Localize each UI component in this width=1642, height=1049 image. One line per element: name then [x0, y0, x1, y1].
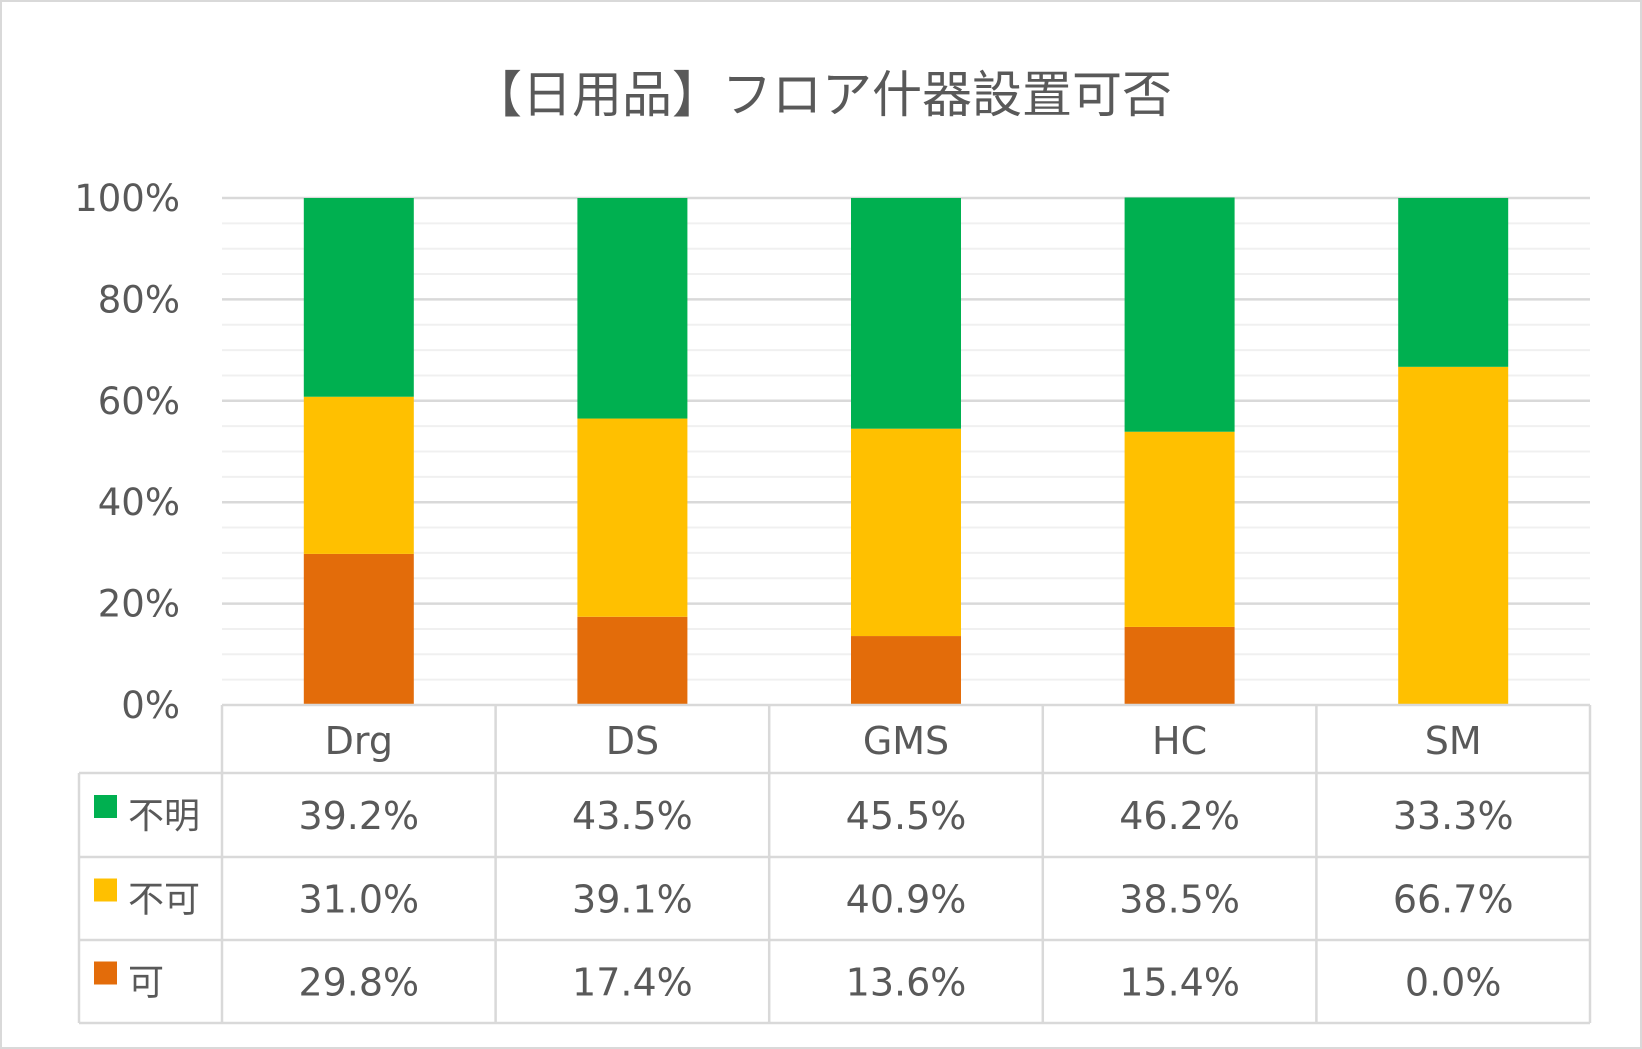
data-label: 31.0% [298, 878, 419, 922]
bar-segment-DS-不明 [577, 198, 688, 419]
bar-segment-DS-可 [577, 616, 688, 705]
legend-label: 不可 [128, 880, 200, 921]
data-label: 66.7% [1393, 878, 1514, 922]
x-category-label: Drg [325, 719, 393, 763]
y-axis-ticks: 0% 20% 40% 60% 80% 100% [74, 177, 180, 727]
data-label: 38.5% [1119, 878, 1240, 922]
bar-segment-SM-不可 [1398, 366, 1509, 705]
bars [303, 197, 1509, 705]
bar-segment-GMS-可 [851, 636, 961, 705]
bar-segment-GMS-不明 [851, 198, 961, 429]
bar-segment-Drg-不可 [303, 396, 414, 554]
x-category-label: HC [1152, 719, 1207, 763]
x-category-label: DS [606, 719, 659, 763]
legend-swatch-不明 [94, 795, 117, 818]
data-label: 17.4% [572, 961, 693, 1005]
data-label: 13.6% [846, 961, 967, 1005]
y-tick-label: 100% [74, 177, 180, 220]
data-label: 29.8% [298, 961, 419, 1005]
data-label: 40.9% [846, 878, 967, 922]
legend-label: 不明 [128, 796, 200, 837]
chart-title: 【日用品】フロア什器設置可否 [472, 66, 1172, 124]
data-label: 0.0% [1405, 961, 1502, 1005]
x-category-label: SM [1425, 719, 1482, 763]
y-tick-label: 80% [98, 278, 180, 321]
legend-swatch-可 [94, 961, 117, 985]
data-label: 45.5% [846, 794, 967, 838]
bar-segment-HC-不可 [1124, 431, 1235, 627]
x-category-label: GMS [863, 719, 949, 763]
bar-segment-HC-不明 [1124, 197, 1235, 432]
data-label: 43.5% [572, 794, 693, 838]
bar-segment-SM-不明 [1398, 198, 1509, 367]
bar-segment-Drg-可 [303, 553, 414, 705]
y-tick-label: 20% [98, 583, 180, 626]
bar-segment-HC-可 [1124, 626, 1235, 705]
legend-swatch-不可 [94, 878, 117, 902]
data-table: Drg DS GMS HC SM 不明 39.2% 43.5% 45.5% 46.2% 33.3% 不… [77, 703, 1592, 1025]
y-tick-label: 60% [98, 380, 180, 423]
bar-segment-Drg-不明 [303, 198, 414, 397]
bar-segment-GMS-不可 [851, 428, 961, 637]
data-label: 33.3% [1393, 794, 1514, 838]
data-label: 46.2% [1119, 794, 1240, 838]
y-tick-label: 0% [121, 684, 180, 727]
data-label: 39.2% [298, 794, 419, 838]
y-tick-label: 40% [98, 481, 180, 524]
bar-segment-DS-不可 [577, 418, 688, 617]
data-label: 39.1% [572, 878, 693, 922]
data-label: 15.4% [1119, 961, 1240, 1005]
legend-label: 可 [128, 963, 164, 1004]
